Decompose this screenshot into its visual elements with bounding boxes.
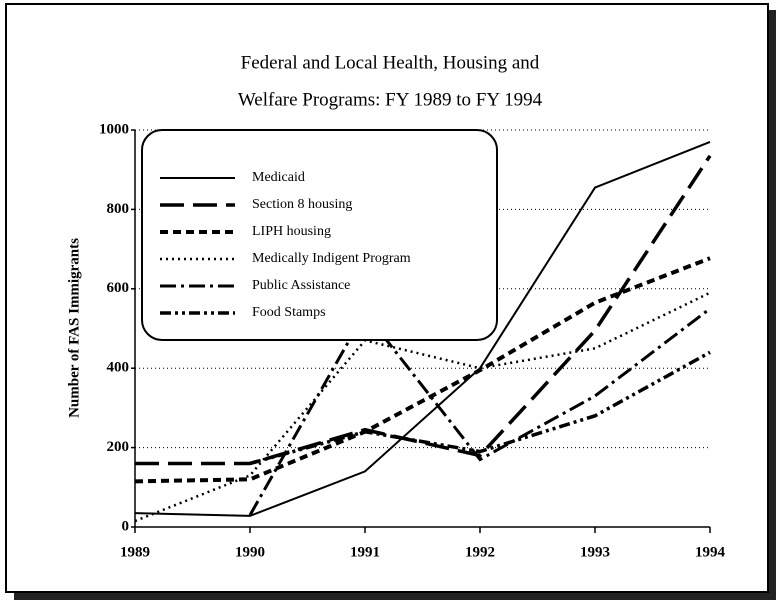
x-tick-label: 1992 — [465, 544, 495, 560]
y-tick-label: 600 — [107, 280, 130, 296]
y-tick-label: 0 — [122, 518, 130, 534]
y-tick-label: 400 — [107, 360, 130, 376]
legend-label: Medically Indigent Program — [252, 251, 411, 266]
legend-label: Medicaid — [252, 170, 305, 185]
x-tick-label: 1993 — [580, 544, 610, 560]
legend-label: Public Assistance — [252, 278, 350, 293]
y-axis-label: Number of FAS Immigrants — [66, 238, 82, 418]
chart-title: Federal and Local Health, Housing and — [241, 52, 540, 73]
x-tick-label: 1991 — [350, 544, 380, 560]
series-line — [134, 140, 711, 517]
legend-label: LIPH housing — [252, 224, 331, 239]
y-tick-label: 200 — [107, 439, 130, 455]
legend-label: Food Stamps — [252, 305, 326, 320]
legend-label: Section 8 housing — [252, 197, 352, 212]
series-line — [134, 256, 711, 484]
x-tick-label: 1989 — [120, 544, 150, 560]
series-line — [249, 350, 711, 466]
x-tick-label: 1990 — [235, 544, 265, 560]
y-tick-label: 800 — [107, 201, 130, 217]
x-tick-label: 1994 — [695, 544, 726, 560]
chart-title: Welfare Programs: FY 1989 to FY 1994 — [238, 89, 543, 110]
y-tick-label: 1000 — [99, 121, 129, 137]
series-line — [134, 291, 711, 523]
series-line — [248, 307, 711, 516]
